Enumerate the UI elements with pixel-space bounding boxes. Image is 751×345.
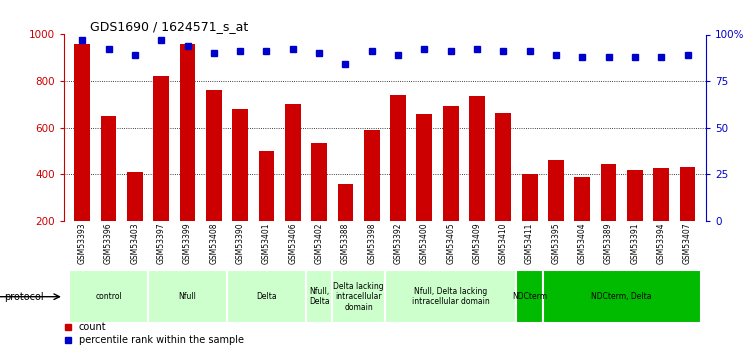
Bar [601,164,617,221]
Bar [127,172,143,221]
Bar [391,95,406,221]
Text: Delta: Delta [256,292,277,301]
Text: Nfull, Delta lacking
intracellular domain: Nfull, Delta lacking intracellular domai… [412,287,490,306]
Bar [496,112,511,221]
Bar [517,270,543,323]
Bar [179,44,195,221]
Bar [443,106,459,221]
Bar [627,169,643,221]
Bar [232,109,248,221]
Text: Delta lacking
intracellular
domain: Delta lacking intracellular domain [333,282,384,312]
Bar [337,184,353,221]
Bar [417,114,433,221]
Text: NDCterm: NDCterm [512,292,547,301]
Text: control: control [95,292,122,301]
Text: NDCterm, Delta: NDCterm, Delta [592,292,652,301]
Text: Nfull: Nfull [179,292,197,301]
Bar [522,174,538,221]
Text: protocol: protocol [4,292,44,302]
Bar [363,130,379,221]
Bar [385,270,517,323]
Text: Nfull,
Delta: Nfull, Delta [309,287,330,306]
Bar [148,270,227,323]
Bar [69,270,148,323]
Bar [469,96,485,221]
Bar [548,160,564,221]
Bar [153,77,169,221]
Bar [653,168,669,221]
Bar [285,104,300,221]
Bar [258,151,274,221]
Bar [680,167,695,221]
Bar [575,177,590,221]
Bar [306,270,332,323]
Bar [227,270,306,323]
Bar [543,270,701,323]
Bar [206,90,222,221]
Bar [101,116,116,221]
Bar [311,143,327,221]
Bar [332,270,385,323]
Bar [74,44,90,221]
Text: count: count [79,322,107,332]
Text: percentile rank within the sample: percentile rank within the sample [79,335,244,345]
Text: GDS1690 / 1624571_s_at: GDS1690 / 1624571_s_at [89,20,248,33]
